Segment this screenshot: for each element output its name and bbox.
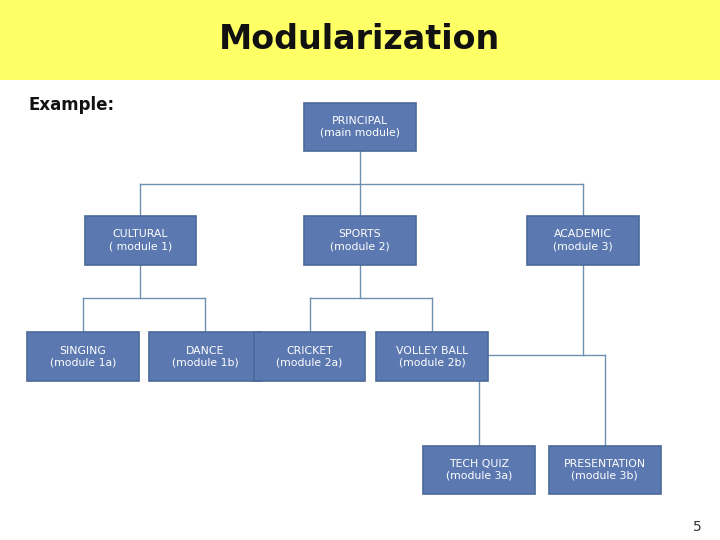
Text: DANCE
(module 1b): DANCE (module 1b) [172,346,238,367]
Text: Modularization: Modularization [220,23,500,57]
Text: Example:: Example: [29,96,115,114]
Text: SPORTS
(module 2): SPORTS (module 2) [330,230,390,251]
Text: CULTURAL
( module 1): CULTURAL ( module 1) [109,230,172,251]
Text: ACADEMIC
(module 3): ACADEMIC (module 3) [554,230,613,251]
FancyBboxPatch shape [527,216,639,265]
Text: CRICKET
(module 2a): CRICKET (module 2a) [276,346,343,367]
Bar [0,0,720,80]
Text: 5: 5 [693,519,702,534]
FancyBboxPatch shape [27,332,138,381]
FancyBboxPatch shape [253,332,365,381]
FancyBboxPatch shape [304,103,416,151]
FancyBboxPatch shape [376,332,488,381]
Text: PRINCIPAL
(main module): PRINCIPAL (main module) [320,116,400,138]
FancyBboxPatch shape [150,332,261,381]
FancyBboxPatch shape [85,216,196,265]
Text: TECH QUIZ
(module 3a): TECH QUIZ (module 3a) [446,459,512,481]
Text: VOLLEY BALL
(module 2b): VOLLEY BALL (module 2b) [396,346,468,367]
Text: SINGING
(module 1a): SINGING (module 1a) [50,346,116,367]
FancyBboxPatch shape [549,446,661,494]
FancyBboxPatch shape [423,446,534,494]
Text: PRESENTATION
(module 3b): PRESENTATION (module 3b) [564,459,646,481]
FancyBboxPatch shape [304,216,416,265]
